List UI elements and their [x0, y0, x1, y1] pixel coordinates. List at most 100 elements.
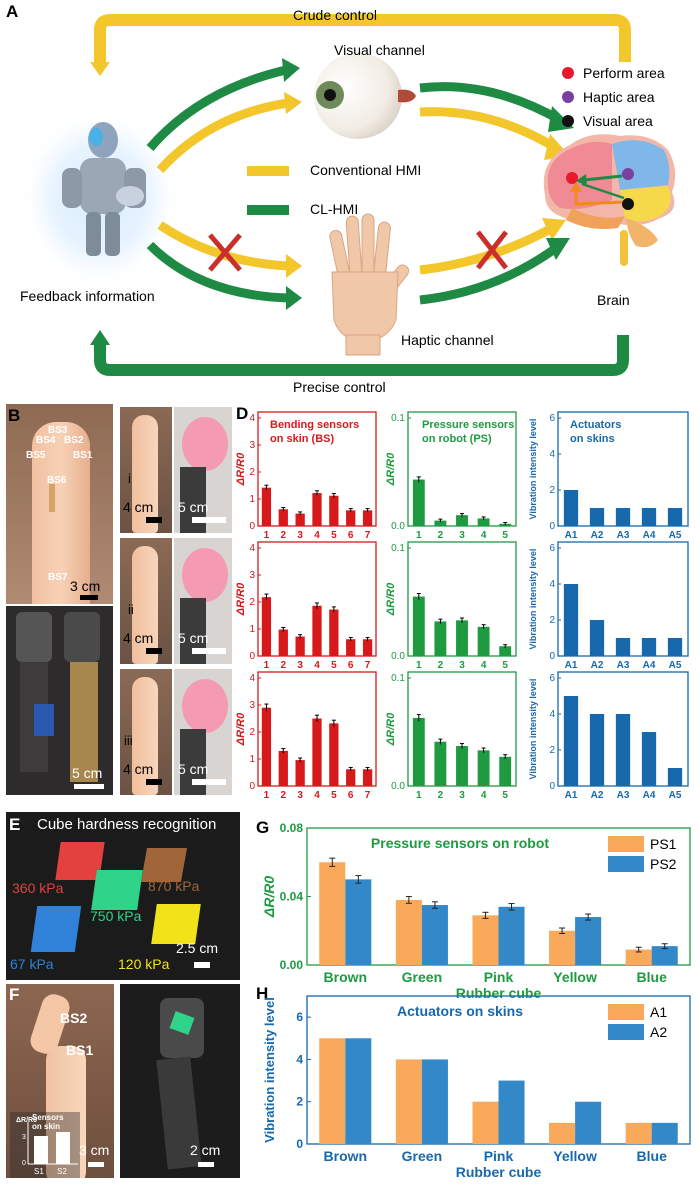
bar: [589, 620, 605, 656]
legend-label-ps2: PS2: [650, 856, 677, 872]
bs7-label: BS7: [48, 572, 68, 583]
panel-d-letter: D: [236, 404, 249, 423]
panel-c-hand: [132, 415, 158, 533]
sensor-strip: [49, 484, 55, 512]
y-tick-label: 4: [249, 543, 255, 554]
bar-ps1: [319, 862, 346, 965]
legend-swatch-ps2: [608, 856, 644, 872]
panel-b-letter: B: [8, 406, 21, 425]
bar: [477, 750, 490, 786]
panel-b-scale-bar-bottom: [74, 784, 104, 789]
panel-c-hand: [132, 677, 158, 795]
bar: [261, 597, 272, 656]
bar: [563, 490, 579, 526]
bar-ps2: [421, 905, 448, 965]
bar: [278, 750, 288, 786]
bar: [261, 707, 272, 786]
panel-c-scale-left-label: 4 cm: [123, 499, 154, 515]
bar: [412, 479, 425, 526]
x-tick-label: 6: [348, 530, 354, 541]
y-tick-label: 0: [249, 521, 255, 532]
panel-e-scale-bar: [194, 962, 210, 968]
y-tick-label: 4: [296, 1052, 303, 1066]
y-tick-label: 2: [249, 727, 255, 738]
x-tick-label: 4: [314, 660, 320, 671]
bar: [312, 605, 322, 656]
bar: [477, 626, 490, 656]
crude-control-loop: [94, 14, 631, 64]
x-tick-label: 2: [438, 790, 444, 799]
y-tick-label: 3: [249, 440, 255, 451]
legend-clhmi-label: CL-HMI: [310, 201, 359, 217]
cube-brown: [141, 848, 187, 882]
y-axis-label: ΔR/R0: [385, 712, 397, 746]
inset-tick-0: 0: [22, 1160, 26, 1167]
bar: [615, 638, 631, 656]
x-tick-label: Pink: [484, 1148, 514, 1164]
x-tick-label: 6: [348, 660, 354, 671]
bar-ps2: [345, 879, 372, 965]
inset-title-line1: Sensors: [32, 1113, 64, 1122]
x-axis-label: Rubber cube: [456, 1164, 542, 1180]
crude-control-label: Crude control: [293, 7, 378, 23]
robot-board: [34, 704, 54, 736]
cube-yellow: [151, 904, 201, 944]
y-tick-label: 0: [249, 651, 255, 662]
panel-b-arm-photo: [6, 404, 113, 604]
eye-illustration: [314, 53, 416, 139]
panel-c-row-label: ii: [128, 602, 134, 617]
bar: [312, 493, 322, 526]
x-tick-label: 2: [281, 530, 287, 541]
cube-label-870: 870 kPa: [148, 878, 200, 894]
bar: [667, 768, 683, 786]
panel-c-skin-photo: [120, 538, 172, 664]
x-tick-label: 3: [459, 790, 465, 799]
x-tick-label: 7: [365, 790, 371, 799]
bs3-label: BS3: [48, 425, 68, 436]
y-tick-label: 0.1: [391, 673, 405, 684]
bar: [278, 629, 288, 656]
x-tick-label: 3: [459, 530, 465, 541]
panel-b-scale-top-label: 3 cm: [70, 578, 101, 594]
bar: [589, 508, 605, 526]
robot-hand-right: [64, 612, 100, 662]
x-tick-label: 4: [481, 660, 487, 671]
bar-ps1: [472, 915, 499, 965]
y-tick-label: 3: [249, 570, 255, 581]
bar-a1: [472, 1101, 499, 1144]
cube-label-360: 360 kPa: [12, 880, 64, 896]
chart-title: Pressure sensors on robot: [371, 835, 550, 851]
precise-control-label: Precise control: [293, 379, 386, 395]
bar-a2: [498, 1080, 525, 1144]
inset-ylabel: ΔR/R0: [16, 1117, 37, 1124]
x-tick-label: 2: [281, 660, 287, 671]
x-tick-label: 7: [365, 660, 371, 671]
x-tick-label: Brown: [324, 1148, 368, 1164]
legend-swatch-conventional: [247, 166, 289, 176]
x-tick-label: Blue: [637, 1148, 668, 1164]
bar: [641, 638, 657, 656]
x-tick-label: 2: [438, 530, 444, 541]
x-tick-label: 1: [416, 660, 422, 671]
legend-label-a2: A2: [650, 1024, 667, 1040]
bar: [295, 760, 305, 786]
y-tick-label: 0: [549, 521, 555, 532]
bar-ps2: [498, 906, 525, 965]
y-tick-label: 0.00: [280, 958, 304, 972]
y-tick-label: 6: [549, 673, 555, 684]
x-tick-label: 4: [314, 530, 320, 541]
cube-blue: [30, 906, 82, 952]
x-tick-label: A5: [669, 530, 682, 541]
x-tick-label: A2: [591, 660, 604, 671]
bar-ps1: [395, 899, 422, 965]
panel-f-robot-photo: [120, 984, 240, 1178]
bar-ps1: [549, 930, 576, 965]
bar: [362, 769, 373, 786]
y-tick-label: 2: [249, 597, 255, 608]
precise-control-loop: [94, 335, 629, 376]
panel-d-chart-act-2: 0 2 4 6 A1 A2 A3 A4 A5 Vibration intensity level: [528, 541, 689, 671]
bar: [615, 508, 631, 526]
bar: [346, 769, 356, 786]
panel-d-chart-ps-2: 0.0 0.1 1 2 3 4 5 ΔR/R0: [385, 541, 517, 671]
